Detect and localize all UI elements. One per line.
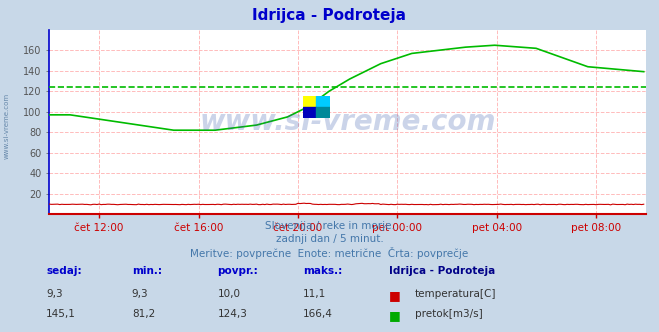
- Text: 124,3: 124,3: [217, 309, 247, 319]
- Text: maks.:: maks.:: [303, 266, 343, 276]
- Text: 10,0: 10,0: [217, 289, 241, 299]
- Text: 9,3: 9,3: [132, 289, 148, 299]
- Text: sedaj:: sedaj:: [46, 266, 82, 276]
- Text: Idrijca - Podroteja: Idrijca - Podroteja: [252, 8, 407, 23]
- Bar: [316, 107, 330, 118]
- Bar: [303, 96, 316, 107]
- Text: ■: ■: [389, 309, 401, 322]
- Text: 166,4: 166,4: [303, 309, 333, 319]
- Text: temperatura[C]: temperatura[C]: [415, 289, 497, 299]
- Text: min.:: min.:: [132, 266, 162, 276]
- Text: ■: ■: [389, 289, 401, 302]
- Text: Meritve: povprečne  Enote: metrične  Črta: povprečje: Meritve: povprečne Enote: metrične Črta:…: [190, 247, 469, 259]
- Text: 9,3: 9,3: [46, 289, 63, 299]
- Text: 81,2: 81,2: [132, 309, 155, 319]
- Text: povpr.:: povpr.:: [217, 266, 258, 276]
- Bar: [316, 96, 330, 107]
- Text: Idrijca - Podroteja: Idrijca - Podroteja: [389, 266, 495, 276]
- Text: 11,1: 11,1: [303, 289, 326, 299]
- Text: Slovenija / reke in morje.: Slovenija / reke in morje.: [264, 221, 395, 231]
- Text: www.si-vreme.com: www.si-vreme.com: [3, 93, 10, 159]
- Bar: [303, 107, 316, 118]
- Text: www.si-vreme.com: www.si-vreme.com: [200, 108, 496, 136]
- Text: 145,1: 145,1: [46, 309, 76, 319]
- Text: pretok[m3/s]: pretok[m3/s]: [415, 309, 483, 319]
- Text: zadnji dan / 5 minut.: zadnji dan / 5 minut.: [275, 234, 384, 244]
